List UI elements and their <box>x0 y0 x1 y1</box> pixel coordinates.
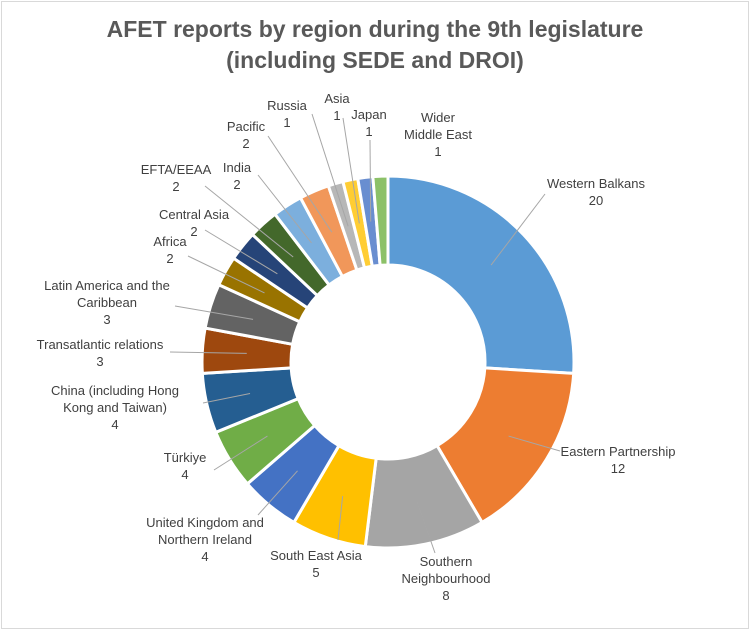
data-label-latin-america-and-the-caribbean: Latin America and the Caribbean 3 <box>44 278 170 327</box>
data-label-category: Neighbourhood <box>402 571 491 586</box>
data-label-category: Latin America and the <box>44 278 170 293</box>
leader-line-transatlantic-relations <box>169 351 247 354</box>
chart-title: AFET reports by region during the 9th le… <box>0 14 750 76</box>
data-label-value: 2 <box>166 251 173 266</box>
leader-line-western-balkans <box>490 193 546 266</box>
data-label-category: China (including Hong <box>51 383 179 398</box>
leader-line-t-rkiye <box>213 435 268 471</box>
data-label-category: Wider <box>421 110 456 125</box>
leader-line-china-including-hong-kong-and-taiwan <box>202 392 251 404</box>
data-label-central-asia: Central Asia 2 <box>159 207 230 239</box>
data-label-western-balkans: Western Balkans 20 <box>547 176 646 208</box>
data-label-category: Japan <box>351 107 386 122</box>
data-label-south-east-asia: South East Asia 5 <box>270 548 363 580</box>
data-label-category: Northern Ireland <box>158 532 252 547</box>
data-label-category: Southern <box>420 554 473 569</box>
data-label-category: Africa <box>153 234 187 249</box>
slice-western-balkans <box>386 174 576 375</box>
data-label-category: Transatlantic relations <box>37 337 164 352</box>
data-label-china-including-hong-kong-and-taiwan: China (including Hong Kong and Taiwan) 4 <box>51 383 179 432</box>
slice-group <box>200 174 576 550</box>
leader-line-efta-eeaa <box>204 185 294 258</box>
data-label-value: 1 <box>333 108 340 123</box>
slice-eastern-partnership <box>435 366 576 525</box>
data-label-india: India 2 <box>223 160 252 192</box>
data-label-pacific: Pacific 2 <box>227 119 266 151</box>
data-label-value: 1 <box>365 124 372 139</box>
data-label-united-kingdom-and-northern-ireland: United Kingdom and Northern Ireland 4 <box>146 515 264 564</box>
data-label-category: South East Asia <box>270 548 363 563</box>
leader-line-southern-neighbourhood <box>416 500 436 554</box>
leader-line-eastern-partnership <box>508 435 561 452</box>
data-label-value: 4 <box>181 467 188 482</box>
leader-line-united-kingdom-and-northern-ireland <box>257 470 298 516</box>
data-label-value: 5 <box>312 565 319 580</box>
data-label-category: Russia <box>267 98 308 113</box>
data-label-value: 1 <box>434 144 441 159</box>
data-label-category: Kong and Taiwan) <box>63 400 167 415</box>
leader-line-japan <box>369 139 372 222</box>
leader-line-asia <box>342 117 360 224</box>
data-label-category: India <box>223 160 252 175</box>
data-label-category: EFTA/EEAA <box>141 162 212 177</box>
leader-line-central-asia <box>204 229 278 275</box>
data-label-category: Türkiye <box>164 450 207 465</box>
data-label-value: 2 <box>172 179 179 194</box>
slice-wider-middle-east <box>371 174 390 267</box>
data-label-value: 3 <box>103 312 110 327</box>
data-label-value: 2 <box>190 224 197 239</box>
data-label-japan: Japan 1 <box>351 107 386 139</box>
chart-title-line-2: (including SEDE and DROI) <box>226 47 524 73</box>
data-label-category: Eastern Partnership <box>561 444 676 459</box>
leader-line-pacific <box>267 135 333 233</box>
leader-line-south-east-asia <box>337 495 344 541</box>
data-label-transatlantic-relations: Transatlantic relations 3 <box>37 337 164 369</box>
data-label-value: 8 <box>442 588 449 603</box>
data-label-russia: Russia 1 <box>267 98 308 130</box>
data-label-t-rkiye: Türkiye 4 <box>164 450 207 482</box>
data-label-category: Western Balkans <box>547 176 646 191</box>
data-label-efta-eeaa: EFTA/EEAA 2 <box>141 162 212 194</box>
data-label-value: 2 <box>233 177 240 192</box>
data-label-category: Asia <box>324 91 350 106</box>
data-label-value: 3 <box>96 354 103 369</box>
data-label-category: Pacific <box>227 119 266 134</box>
data-label-value: 2 <box>242 136 249 151</box>
data-label-value: 12 <box>611 461 625 476</box>
data-label-category: United Kingdom and <box>146 515 264 530</box>
leader-line-india <box>257 174 312 244</box>
data-label-category: Central Asia <box>159 207 230 222</box>
leader-line-group <box>169 113 561 554</box>
data-label-asia: Asia 1 <box>324 91 350 123</box>
data-label-value: 4 <box>111 417 118 432</box>
data-label-category: Middle East <box>404 127 472 142</box>
leader-line-russia <box>311 113 349 227</box>
data-label-wider-middle-east: Wider Middle East 1 <box>404 110 472 159</box>
data-label-southern-neighbourhood: Southern Neighbourhood 8 <box>402 554 491 603</box>
data-label-eastern-partnership: Eastern Partnership 12 <box>561 444 676 476</box>
leader-line-africa <box>187 255 265 294</box>
data-label-value: 1 <box>283 115 290 130</box>
data-label-value: 20 <box>589 193 603 208</box>
data-label-category: Caribbean <box>77 295 137 310</box>
data-label-africa: Africa 2 <box>153 234 187 266</box>
leader-line-latin-america-and-the-caribbean <box>174 305 254 320</box>
chart-title-line-1: AFET reports by region during the 9th le… <box>106 16 644 42</box>
data-label-value: 4 <box>201 549 208 564</box>
